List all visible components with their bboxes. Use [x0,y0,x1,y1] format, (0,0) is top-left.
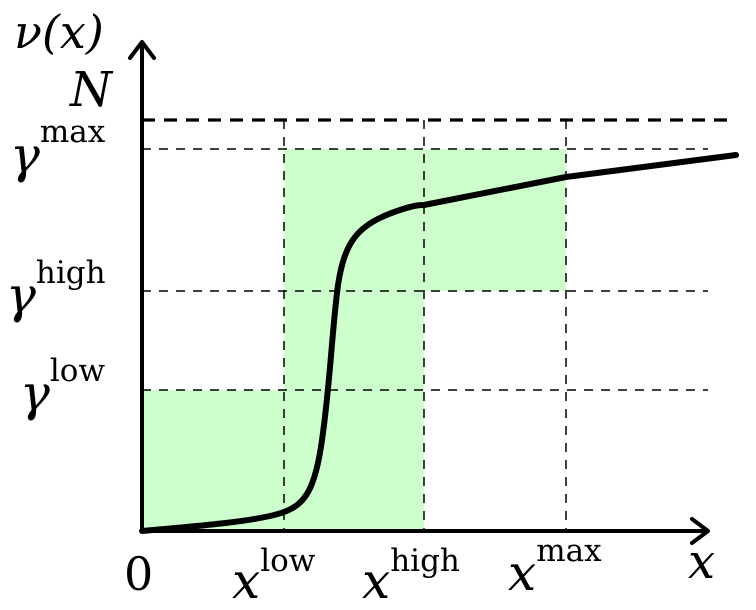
feasible-regions [140,149,566,531]
y-axis-label: ν(x) [14,5,104,59]
gamma-low-superscript: low [50,353,106,389]
gamma-max-symbol: γ [10,126,40,184]
x-low-superscript: low [260,543,316,579]
x-axis-arrowhead [690,517,710,545]
origin-label: 0 [124,547,153,601]
label-gamma-max: γmax [10,114,106,184]
x-high-symbol: x [362,552,390,610]
x-max-symbol: x [508,544,536,602]
x-axis-label: x [688,534,715,590]
label-x-high: xhigh [362,543,460,610]
guide-lines [142,118,728,531]
label-x-max: xmax [508,533,602,602]
region-high [424,149,566,291]
label-gamma-high: γhigh [6,255,106,324]
labels: ν(x) N γmax γhigh γlow 0 xlow xhigh xmax [6,5,715,610]
label-x-low: xlow [232,543,316,610]
gamma-high-superscript: high [36,255,106,291]
region-low [140,390,284,531]
x-low-symbol: x [232,552,260,610]
y-axis-arrowhead [128,40,156,60]
label-N: N [69,62,114,118]
gamma-max-superscript: max [40,114,106,150]
x-high-superscript: high [390,543,460,579]
gamma-low-symbol: γ [20,364,50,422]
gamma-high-symbol: γ [6,266,36,324]
x-max-superscript: max [536,533,602,569]
nu-curve [139,152,739,534]
label-gamma-low: γlow [20,353,105,422]
axes [128,40,710,545]
